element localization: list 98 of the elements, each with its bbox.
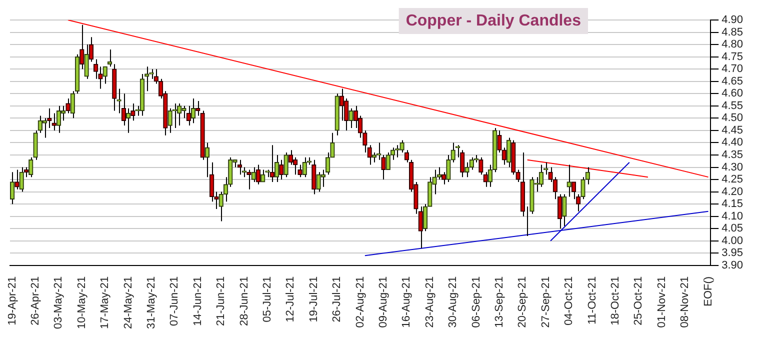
- y-tick-label: 4.05: [722, 222, 744, 235]
- candlestick: [144, 66, 150, 92]
- candlestick: [284, 152, 288, 178]
- x-tick-label: 24-May-21: [122, 276, 134, 329]
- x-tick-label: 21-Jun-21: [215, 276, 228, 326]
- candlestick: [441, 172, 446, 185]
- x-tick-label: 14-Jun-21: [192, 276, 204, 326]
- x-tick-label: 16-Aug-21: [400, 276, 413, 328]
- y-tick-label: 4.10: [722, 210, 744, 222]
- candlestick: [497, 130, 502, 154]
- y-tick-label: 4.30: [722, 161, 744, 174]
- y-tick-label: 4.35: [722, 149, 744, 162]
- y-tick-label: 3.95: [722, 247, 744, 260]
- candlestick: [298, 164, 302, 178]
- x-tick-label: 12-Jul-21: [284, 276, 297, 322]
- x-tick-label: 02-Aug-21: [354, 276, 366, 328]
- candlestick: [182, 105, 186, 119]
- y-tick-label: 4.00: [722, 234, 744, 247]
- y-tick-label: 4.70: [722, 63, 744, 76]
- candlestick: [502, 147, 506, 166]
- candlestick: [562, 194, 567, 227]
- chart-title: Copper - Daily Candles: [406, 12, 582, 30]
- y-tick-label: 4.55: [722, 100, 744, 112]
- candlestick: [312, 159, 316, 195]
- candlestick: [14, 169, 20, 190]
- x-tick-label: 30-Aug-21: [447, 276, 460, 328]
- candlestick: [80, 24, 84, 70]
- candlestick: [279, 159, 284, 180]
- x-tick-label: 31-May-21: [146, 276, 158, 329]
- x-tick-label: 26-Jul-21: [331, 276, 344, 322]
- candlestick: [256, 164, 261, 185]
- x-tick-label: 05-Jul-21: [262, 276, 274, 322]
- y-tick-label: 4.15: [722, 198, 744, 210]
- x-tick-label: 07-Jun-21: [168, 276, 181, 326]
- x-tick-label: 25-Oct-21: [632, 276, 645, 326]
- candlestick: [10, 172, 15, 205]
- candlestick: [478, 156, 484, 176]
- candlestick: [66, 98, 70, 114]
- x-tick-label: 11-Oct-21: [586, 276, 598, 325]
- x-tick-label: 17-May-21: [99, 276, 112, 329]
- y-tick-label: 4.65: [722, 75, 744, 88]
- candlestick: [260, 169, 266, 182]
- candlestick: [446, 154, 451, 182]
- candlestick: [390, 147, 396, 160]
- candlestick: [186, 105, 191, 126]
- x-tick-label: 28-Jun-21: [238, 276, 250, 326]
- x-tick-label: 19-Jul-21: [308, 276, 320, 322]
- y-tick-label: 4.40: [722, 136, 744, 149]
- x-tick-label: 19-Apr-21: [6, 276, 18, 326]
- candlestick: [400, 140, 404, 154]
- candlestick: [288, 150, 294, 166]
- x-tick-label: 23-Aug-21: [424, 276, 436, 328]
- candlestick: [102, 66, 108, 84]
- x-tick-label: 20-Sep-21: [516, 276, 529, 328]
- candlestick: [56, 105, 62, 134]
- candlestick: [506, 137, 512, 168]
- y-tick-label: 4.60: [722, 88, 744, 100]
- candlestick: [576, 194, 581, 212]
- x-tick-label: 09-Aug-21: [378, 276, 390, 328]
- y-tick-label: 4.75: [722, 50, 744, 63]
- y-tick-label: 3.90: [722, 259, 744, 272]
- candlestick: [190, 98, 196, 124]
- candlestick: [372, 152, 377, 163]
- y-tick-label: 4.80: [722, 38, 744, 51]
- candlestick: [52, 112, 56, 131]
- candlestick: [566, 164, 572, 198]
- candlestick: [483, 172, 488, 188]
- x-tick-label: 18-Oct-21: [610, 276, 622, 326]
- y-tick-label: 4.25: [722, 174, 744, 186]
- y-tick-label: 4.85: [722, 26, 744, 38]
- x-tick-label: 27-Sep-21: [540, 276, 552, 328]
- candlestick: [246, 169, 252, 190]
- candlestick: [464, 162, 470, 178]
- candlestick: [126, 108, 131, 134]
- candlestick: [204, 142, 210, 178]
- candlestick: [348, 108, 354, 128]
- y-tick-label: 4.50: [722, 112, 744, 124]
- candlestick: [270, 144, 274, 182]
- x-tick-label: 01-Nov-21: [656, 276, 668, 328]
- candlestick: [19, 166, 24, 192]
- candlestick: [94, 58, 98, 80]
- candlestick: [28, 156, 34, 178]
- x-tick-label: 03-May-21: [52, 276, 65, 329]
- candlestick: [362, 130, 368, 154]
- candlestick: [428, 176, 432, 208]
- y-tick-label: 4.45: [722, 124, 744, 136]
- x-tick-label: 08-Nov-21: [679, 276, 692, 328]
- x-tick-label: 06-Sep-21: [470, 276, 482, 328]
- x-tick-label: 04-Oct-21: [563, 276, 576, 326]
- x-tick-label: 13-Sep-21: [494, 276, 506, 328]
- candlestick: [33, 130, 38, 160]
- candlestick: [130, 102, 136, 122]
- y-tick-label: 4.20: [722, 186, 744, 198]
- y-tick-label: 4.90: [722, 14, 744, 26]
- x-tick-label: 10-May-21: [76, 276, 88, 329]
- candlestick: [395, 144, 400, 158]
- x-tick-label: EOF(): [702, 276, 714, 306]
- x-tick-label: 26-Apr-21: [30, 276, 42, 326]
